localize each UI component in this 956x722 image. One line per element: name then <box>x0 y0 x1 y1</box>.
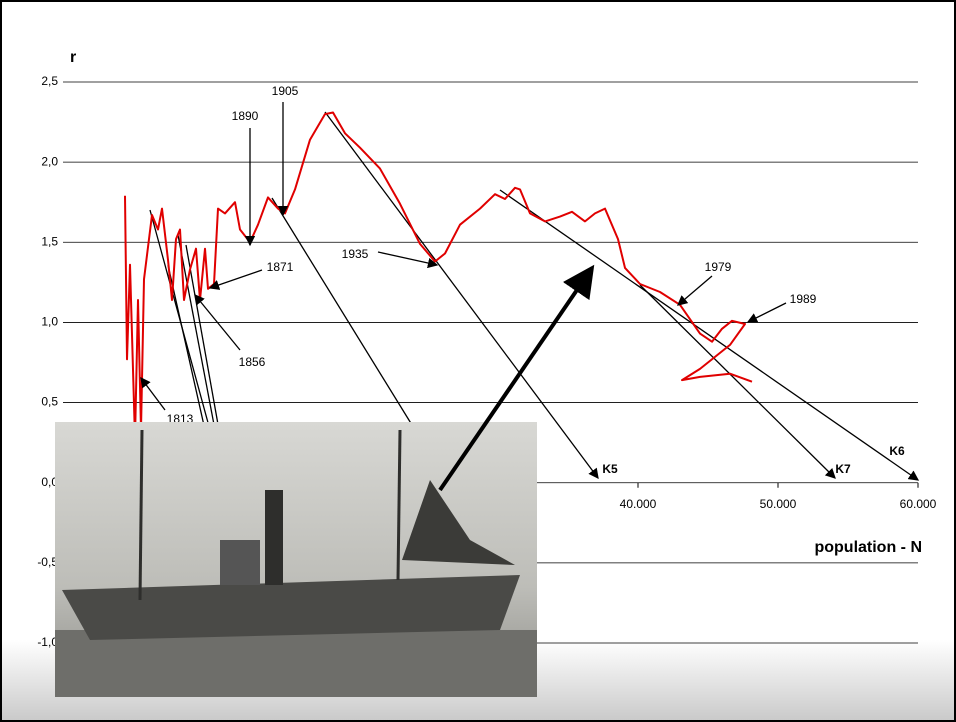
y-tick-label: 1,0 <box>41 315 58 329</box>
annotation: K6 <box>889 444 905 458</box>
x-tick-label: 50.000 <box>760 497 797 511</box>
annotation-arrow <box>208 269 263 290</box>
big-arrow <box>438 264 595 492</box>
annotation: 1935 <box>342 247 369 261</box>
annotation-arrow <box>194 293 241 351</box>
y-tick-label: -0,5 <box>37 555 58 569</box>
annotation: K7 <box>835 462 851 476</box>
y-tick-label: -1,0 <box>37 635 58 649</box>
annotation: K5 <box>602 462 618 476</box>
y-axis-label: r <box>70 49 76 66</box>
annotation-arrow <box>140 376 166 411</box>
x-tick-label: 40.000 <box>620 497 657 511</box>
y-tick-label: 1,5 <box>41 234 58 248</box>
annotation-arrow <box>377 251 439 269</box>
data-line <box>124 111 753 441</box>
annotation: 1890 <box>232 109 259 123</box>
y-tick-label: 2,0 <box>41 154 58 168</box>
y-tick-label: 2,5 <box>41 74 58 88</box>
photo <box>55 422 537 697</box>
x-tick-label: 60.000 <box>900 497 937 511</box>
annotation: 1856 <box>239 355 266 369</box>
x-axis-label: population - N <box>814 539 922 556</box>
annotation: 1979 <box>705 260 732 274</box>
y-tick-label: 0,0 <box>41 475 58 489</box>
annotation-arrow <box>746 302 787 323</box>
y-tick-label: 0,5 <box>41 395 58 409</box>
annotation: 1989 <box>790 292 817 306</box>
annotation: 1871 <box>267 260 294 274</box>
annotation-arrow <box>677 275 713 306</box>
annotation: 1905 <box>272 84 299 98</box>
